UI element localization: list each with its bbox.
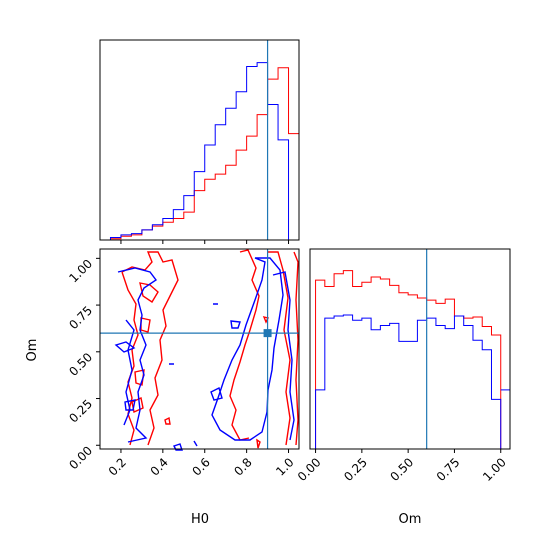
truth-marker — [263, 329, 272, 338]
joint-x-tick-label: 0.6 — [189, 455, 212, 478]
om-x-tick-label: 0.75 — [434, 455, 463, 484]
om-x-tick-label: 0.00 — [295, 455, 324, 484]
om-hist-series-blue — [315, 314, 502, 449]
joint-x-tick-label: 0.4 — [148, 455, 171, 478]
om-hist-series-red — [315, 270, 502, 449]
h0-hist-series-blue — [100, 62, 299, 241]
h0-histogram-frame — [99, 39, 300, 241]
joint-y-tick-label: 1.00 — [66, 257, 95, 286]
joint-y-tick-label: 0.00 — [66, 443, 95, 472]
om-histogram-panel: 0.00 0.25 0.50 0.75 1.00 Om — [295, 248, 511, 527]
red-contour-outer — [121, 251, 179, 446]
om-x-tick-label: 0.50 — [387, 455, 416, 484]
joint-y-tick-label: 0.25 — [66, 397, 95, 426]
red-contour-right — [229, 249, 299, 446]
h0-histogram-panel — [99, 39, 300, 244]
red-contour-dots — [164, 315, 270, 449]
om-histogram-frame — [309, 248, 511, 450]
joint-x-tick-label: 1.0 — [273, 455, 296, 478]
om-axis-label-x: Om — [399, 512, 422, 527]
h0-axis-label: H0 — [191, 512, 209, 527]
blue-contour-left — [114, 267, 158, 443]
om-axis-label-y: Om — [25, 339, 40, 362]
blue-contour-dots — [169, 303, 218, 447]
joint-x-tick-label: 0.2 — [106, 455, 129, 478]
red-contour-inner — [131, 282, 159, 413]
joint-frame — [99, 248, 300, 450]
om-x-tick-label: 0.25 — [341, 455, 370, 484]
joint-contour-panel: 0.2 0.4 0.6 0.8 1.0 0.000.250.500.751.00 H0 … — [25, 248, 300, 527]
blue-contour-right — [173, 257, 295, 451]
joint-y-tick-label: 0.75 — [66, 303, 95, 332]
joint-y-tick-label: 0.50 — [66, 350, 95, 379]
joint-x-tick-label: 0.8 — [231, 455, 254, 478]
h0-hist-series-red — [100, 67, 300, 241]
om-x-tick-label: 1.00 — [480, 455, 509, 484]
